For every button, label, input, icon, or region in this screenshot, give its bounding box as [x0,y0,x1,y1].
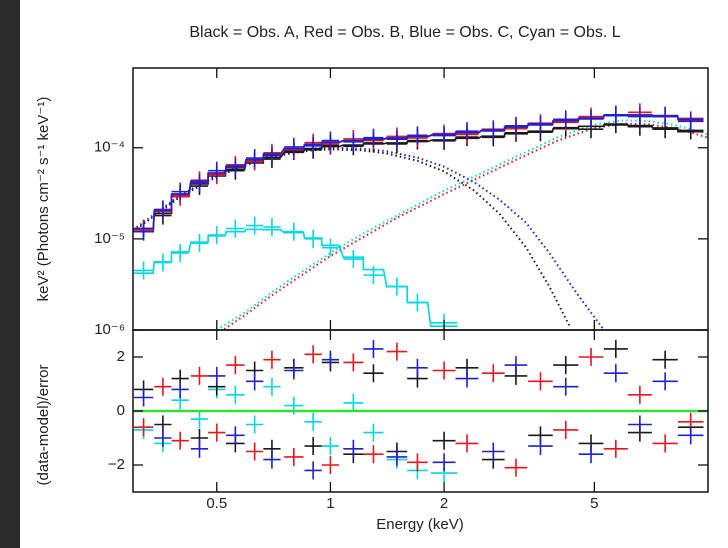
y-axis-label: keV² (Photons cm⁻² s⁻¹ keV⁻¹) [35,97,52,302]
y-tick-label: 2 [117,348,125,365]
axes: 10⁻⁶ 10⁻⁵ 10⁻⁴ −2 0 2 0.5 1 2 5 [94,67,709,512]
component-line [216,119,708,330]
x-tick-label: 5 [590,495,598,512]
y-tick-label: −2 [108,456,125,473]
y-tick-label: 10⁻⁵ [94,230,125,247]
y-axis-label: (data-model)/error [35,365,52,486]
model-line [133,228,458,328]
y-tick-label: 10⁻⁴ [94,139,125,156]
residual-plot [133,339,708,483]
x-axis-label: Energy (keV) [376,516,464,533]
x-tick-label: 0.5 [206,495,227,512]
top-plot [133,103,708,330]
chart-title: Black = Obs. A, Red = Obs. B, Blue = Obs… [189,24,620,41]
y-tick-label: 10⁻⁶ [94,321,125,338]
x-tick-label: 1 [326,495,334,512]
y-tick-label: 0 [117,402,125,419]
x-tick-label: 2 [440,495,448,512]
